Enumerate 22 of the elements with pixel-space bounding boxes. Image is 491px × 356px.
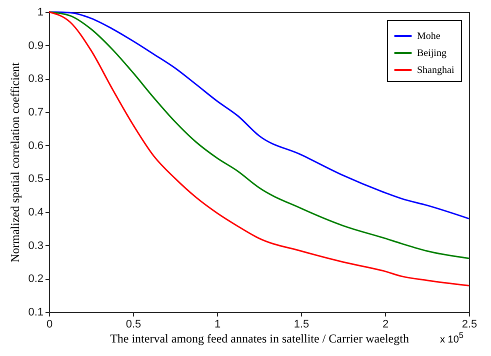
y-tick-label: 1 [37,6,44,18]
legend-label: Mohe [417,31,441,42]
legend-label: Shanghai [417,65,454,76]
y-tick-label: 0.7 [28,106,44,118]
x-tick-label: 0 [46,318,53,330]
y-tick-label: 0.6 [28,140,44,152]
text: x 10$^{5}$ [440,330,464,346]
legend-label: Beijing [417,48,446,59]
x-tick-label: 0.5 [126,318,142,330]
y-tick-label: 0.4 [28,206,44,218]
y-tick-label: 0.1 [28,306,44,318]
y-tick-label: 0.9 [28,40,44,52]
x-tick-label: 2 [382,318,389,330]
y-axis-title: Normalized spatial correlation coefficient [8,62,22,263]
y-tick-label: 0.5 [28,173,44,186]
x-tick-label: 1.5 [294,318,310,330]
x-tick-label: 2.5 [462,318,478,330]
y-tick-label: 0.3 [28,240,44,252]
y-tick-label: 0.8 [28,73,44,86]
x-axis-title: The interval among feed annates in satellite / Carrier waelegth [110,332,409,346]
y-tick-label: 0.2 [28,273,44,286]
x-tick-label: 1 [214,318,221,330]
